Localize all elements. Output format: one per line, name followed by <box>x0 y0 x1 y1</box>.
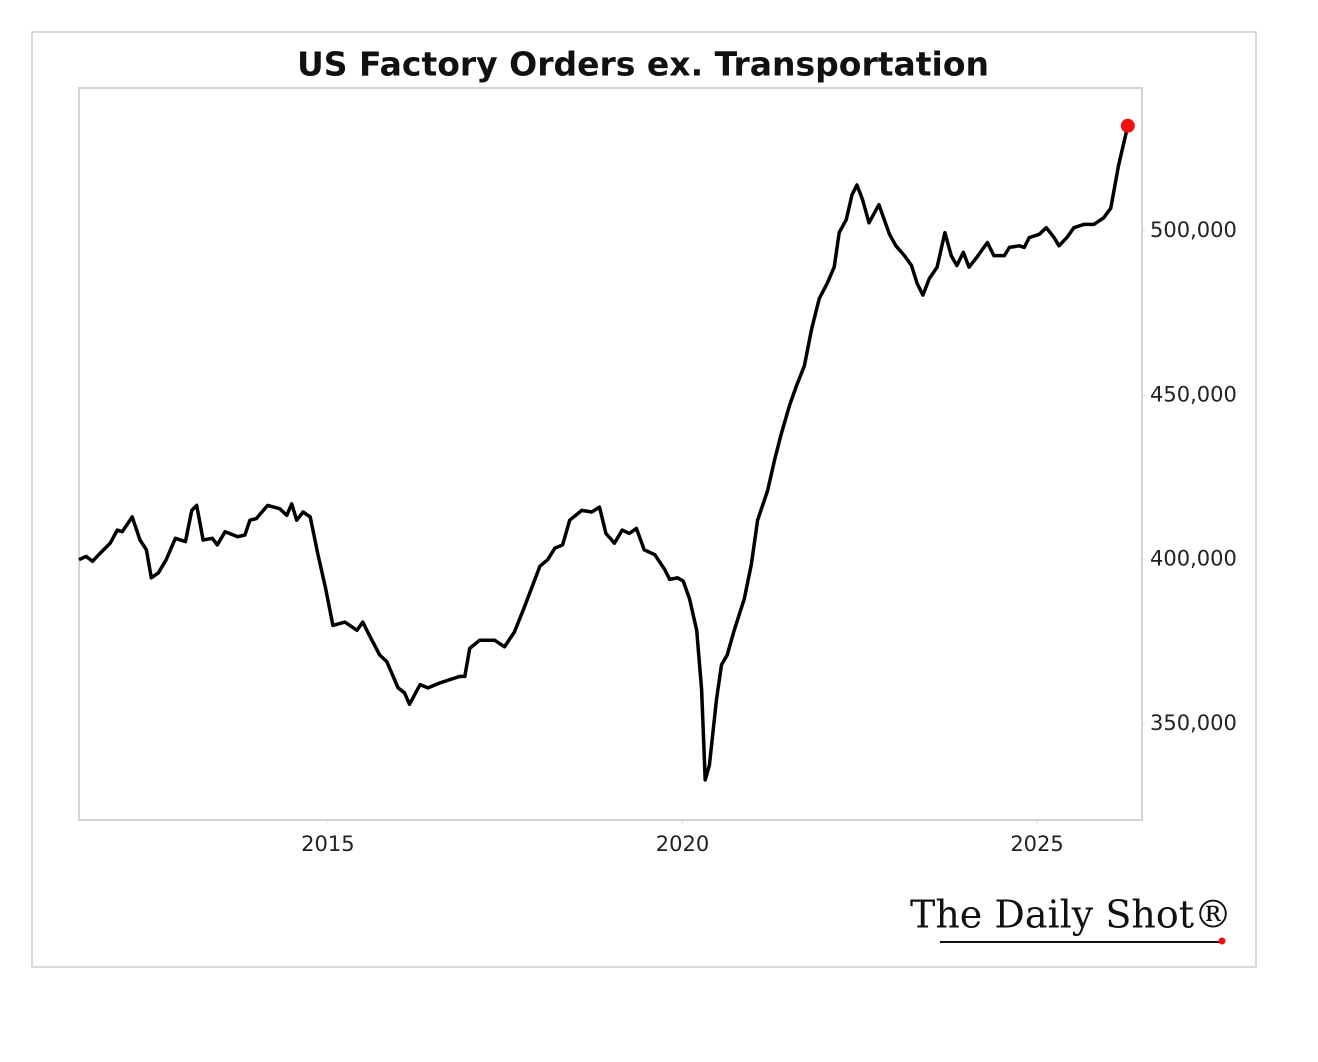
brand-dot <box>1218 937 1226 945</box>
frame <box>31 31 1257 968</box>
plot-area <box>78 87 1143 821</box>
x-tick-label: 2025 <box>1010 832 1063 856</box>
x-tick-label: 2015 <box>301 832 354 856</box>
last-point <box>1120 118 1135 133</box>
chart-title: US Factory Orders ex. Transportation <box>297 45 989 84</box>
y-tick-label: 450,000 <box>1150 382 1237 406</box>
y-tick-label: 400,000 <box>1150 547 1237 571</box>
y-tick-label: 500,000 <box>1150 218 1237 242</box>
y-tick-label: 350,000 <box>1150 711 1237 735</box>
line <box>78 125 1130 782</box>
x-tick-label: 2020 <box>656 832 709 856</box>
brand: The Daily Shot® <box>910 893 1232 937</box>
